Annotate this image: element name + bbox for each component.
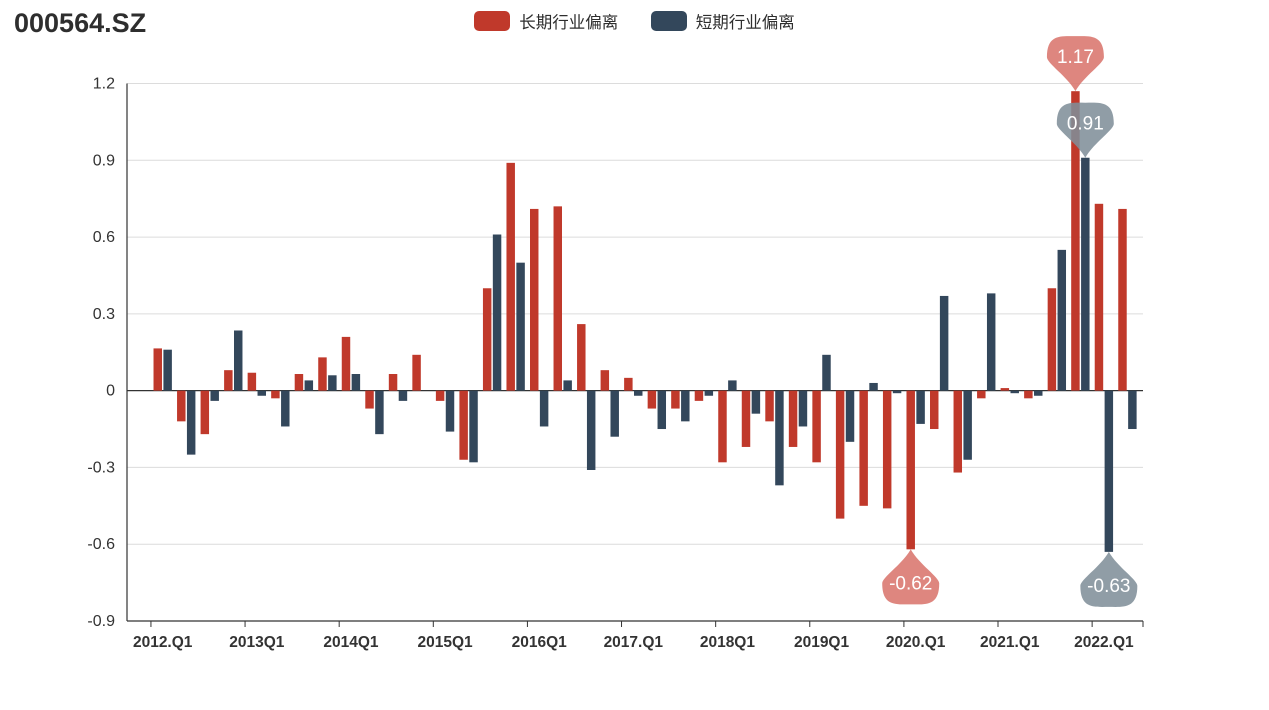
svg-text:-0.63: -0.63 [1087,576,1130,597]
svg-text:2013Q1: 2013Q1 [229,634,285,651]
svg-text:2021.Q1: 2021.Q1 [980,634,1040,651]
svg-text:0: 0 [106,383,115,400]
svg-text:0.3: 0.3 [93,306,115,323]
svg-text:-0.62: -0.62 [889,573,932,594]
svg-text:2020.Q1: 2020.Q1 [886,634,946,651]
svg-text:0.6: 0.6 [93,229,115,246]
svg-text:1.2: 1.2 [93,76,115,93]
svg-text:2018Q1: 2018Q1 [700,634,756,651]
svg-text:-0.3: -0.3 [87,459,115,476]
svg-text:2015Q1: 2015Q1 [417,634,473,651]
svg-text:-0.9: -0.9 [87,613,115,630]
svg-text:2014Q1: 2014Q1 [323,634,379,651]
svg-text:2019Q1: 2019Q1 [794,634,850,651]
svg-text:2012.Q1: 2012.Q1 [133,634,193,651]
svg-text:2017.Q1: 2017.Q1 [604,634,664,651]
svg-text:1.17: 1.17 [1057,47,1094,68]
svg-text:2016Q1: 2016Q1 [512,634,568,651]
svg-text:2022.Q1: 2022.Q1 [1074,634,1134,651]
svg-text:-0.6: -0.6 [87,536,115,553]
svg-text:0.91: 0.91 [1067,114,1104,135]
svg-text:0.9: 0.9 [93,152,115,169]
